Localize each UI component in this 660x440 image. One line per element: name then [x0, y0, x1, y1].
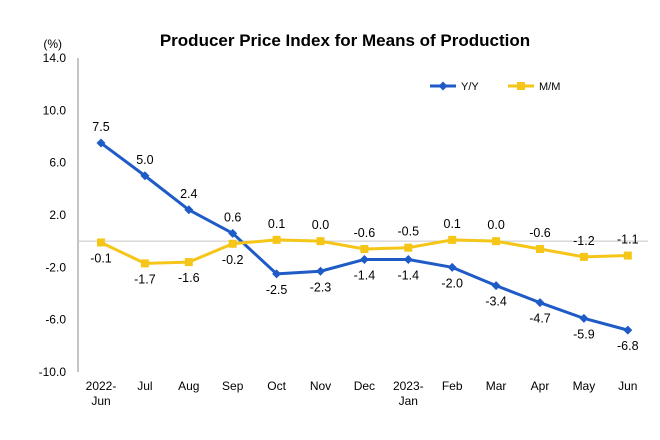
data-point-yy — [579, 313, 589, 323]
x-tick-label: Dec — [354, 379, 375, 393]
x-tick-label: Mar — [486, 379, 507, 393]
x-tick-label-line: Jun — [618, 379, 637, 393]
data-label-yy: -5.9 — [573, 327, 595, 341]
y-tick-label: 10.0 — [43, 103, 67, 117]
data-label-yy: -2.3 — [310, 280, 332, 294]
data-point-yy — [623, 325, 633, 335]
y-axis-unit-label: (%) — [43, 37, 62, 51]
x-tick-label-line: Nov — [310, 379, 331, 393]
data-label-yy: 7.5 — [92, 120, 109, 134]
data-point-mm — [536, 245, 544, 254]
data-label-mm: -0.1 — [90, 251, 112, 265]
data-label-yy: -2.5 — [266, 283, 288, 297]
data-label-yy: 2.4 — [180, 187, 197, 201]
x-tick-label-line: Sep — [222, 379, 244, 393]
x-tick-label-line: Jan — [399, 394, 418, 408]
data-point-yy — [140, 171, 150, 181]
data-label-yy: -4.7 — [529, 312, 551, 326]
data-point-mm — [360, 245, 369, 254]
data-point-yy — [96, 138, 106, 148]
data-label-yy: 0.6 — [224, 210, 241, 224]
x-tick-label: Jul — [137, 379, 152, 393]
data-label-mm: 0.1 — [268, 217, 285, 231]
data-label-yy: -2.0 — [441, 276, 463, 290]
data-label-mm: -0.5 — [398, 225, 420, 239]
x-tick-label-line: Mar — [486, 379, 507, 393]
x-tick-label: May — [573, 379, 596, 393]
x-tick-label: Nov — [310, 379, 331, 393]
data-point-mm — [272, 235, 281, 244]
x-tick-label: 2022-Jun — [86, 379, 117, 408]
x-tick-label-line: Jun — [91, 394, 110, 408]
data-label-yy: -1.4 — [354, 268, 376, 282]
data-point-yy — [447, 262, 457, 272]
data-point-mm — [316, 237, 325, 246]
data-point-yy — [184, 205, 194, 215]
data-label-mm: 0.0 — [487, 218, 504, 232]
data-label-mm: -1.7 — [134, 272, 156, 286]
x-tick-label-line: May — [573, 379, 596, 393]
data-label-mm: -0.6 — [529, 226, 551, 240]
y-tick-label: 6.0 — [49, 156, 66, 170]
y-tick-label: -2.0 — [45, 260, 66, 274]
x-tick-label: Feb — [442, 379, 463, 393]
x-tick-label: Aug — [178, 379, 199, 393]
data-point-yy — [535, 298, 545, 308]
data-point-yy — [228, 228, 238, 238]
data-point-mm — [404, 243, 413, 252]
x-tick-label: Apr — [531, 379, 550, 393]
legend-label: M/M — [539, 81, 560, 93]
data-point-mm — [623, 251, 632, 260]
x-tick-label-line: Oct — [267, 379, 286, 393]
data-point-yy — [491, 281, 501, 291]
data-point-yy — [316, 266, 325, 276]
x-tick-label-line: Apr — [531, 379, 550, 393]
x-tick-label: Oct — [267, 379, 286, 393]
x-tick-label: Jun — [618, 379, 637, 393]
legend-marker — [438, 81, 448, 91]
x-tick-label-line: Dec — [354, 379, 375, 393]
y-tick-label: 14.0 — [43, 51, 67, 65]
y-tick-label: -6.0 — [45, 313, 66, 327]
data-point-mm — [140, 259, 149, 268]
data-point-mm — [97, 238, 105, 247]
data-point-mm — [579, 252, 588, 261]
data-label-yy: -1.4 — [398, 268, 420, 282]
x-tick-label: Sep — [222, 379, 244, 393]
x-tick-label-line: Feb — [442, 379, 463, 393]
x-tick-label-line: Jul — [137, 379, 152, 393]
data-point-yy — [359, 254, 369, 264]
data-point-mm — [448, 235, 457, 244]
y-tick-label: -10.0 — [39, 365, 67, 379]
data-point-yy — [403, 254, 413, 264]
legend: Y/Y M/M — [430, 81, 560, 93]
data-label-mm: -0.6 — [354, 226, 376, 240]
data-label-mm: -0.2 — [222, 253, 244, 267]
x-tick-label: 2023-Jan — [393, 379, 424, 408]
data-label-yy: -6.8 — [617, 339, 639, 353]
y-tick-label: 2.0 — [49, 208, 66, 222]
data-point-mm — [228, 239, 237, 248]
x-tick-label-line: 2022- — [86, 379, 117, 393]
data-label-mm: -1.2 — [573, 234, 595, 248]
legend-label: Y/Y — [461, 81, 479, 93]
chart-title: Producer Price Index for Means of Produc… — [160, 31, 530, 50]
data-label-mm: -1.1 — [617, 233, 639, 247]
legend-marker — [517, 82, 525, 90]
data-label-mm: 0.1 — [444, 217, 461, 231]
x-tick-label-line: Aug — [178, 379, 199, 393]
data-label-mm: 0.0 — [312, 218, 329, 232]
data-label-mm: -1.6 — [178, 271, 200, 285]
data-point-mm — [492, 237, 501, 246]
data-point-mm — [184, 258, 193, 267]
data-label-yy: -3.4 — [485, 295, 507, 309]
data-label-yy: 5.0 — [136, 153, 153, 167]
x-tick-label-line: 2023- — [393, 379, 424, 393]
data-point-yy — [272, 269, 282, 279]
